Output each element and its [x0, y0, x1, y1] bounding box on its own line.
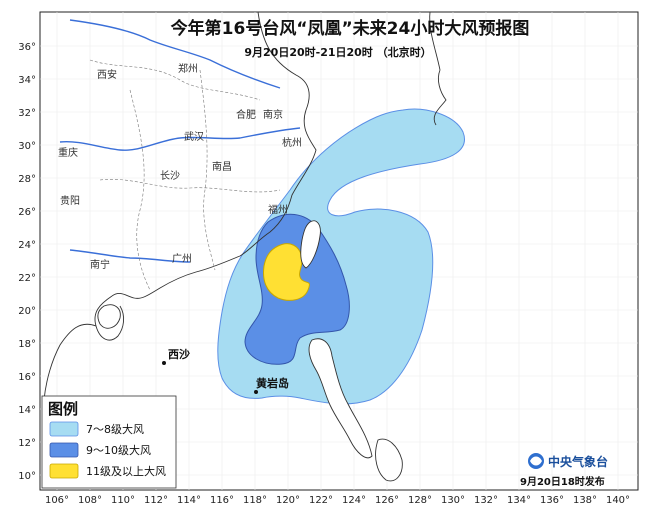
legend-label-11-plus: 11级及以上大风 — [86, 464, 166, 478]
lat-tick: 22° — [18, 273, 36, 284]
lon-tick: 122° — [309, 495, 333, 506]
huangyan-label: 黄岩岛 — [256, 376, 289, 390]
huangyan-marker — [254, 390, 258, 394]
lat-tick: 36° — [18, 42, 36, 53]
city-label: 南京 — [263, 108, 283, 121]
province-boundaries — [89, 59, 281, 291]
lat-tick: 12° — [18, 438, 36, 449]
lon-tick: 134° — [507, 495, 531, 506]
taiwan-island — [300, 220, 321, 269]
philippines — [308, 338, 373, 459]
legend-swatch-11-plus — [49, 463, 79, 479]
city-label: 南宁 — [90, 258, 110, 271]
map-title: 今年第16号台风“凤凰”未来24小时大风预报图 — [171, 18, 530, 39]
lon-tick: 110° — [111, 495, 135, 506]
cma-logo-icon — [528, 453, 544, 469]
xisha-label: 西沙 — [168, 348, 190, 361]
lon-tick: 114° — [177, 495, 201, 506]
xisha-marker — [162, 361, 166, 365]
city-label: 西安 — [97, 68, 117, 81]
city-labels: 西安 郑州 合肥 南京 武汉 杭州 重庆 长沙 南昌 贵阳 福州 南宁 广州 — [58, 62, 302, 271]
lon-tick: 126° — [375, 495, 399, 506]
lat-tick: 32° — [18, 108, 36, 119]
lon-tick: 128° — [408, 495, 432, 506]
lon-tick: 130° — [441, 495, 465, 506]
lon-tick: 138° — [573, 495, 597, 506]
lat-tick: 20° — [18, 306, 36, 317]
lon-tick: 108° — [78, 495, 102, 506]
lon-tick: 120° — [276, 495, 300, 506]
city-label: 重庆 — [58, 146, 78, 159]
lat-tick: 18° — [18, 339, 36, 350]
city-label: 南昌 — [212, 160, 232, 173]
city-label: 贵阳 — [60, 194, 80, 207]
longitude-ticks: 106° 108° 110° 112° 114° 116° 118° 120° … — [45, 495, 630, 506]
rivers — [59, 19, 301, 263]
city-label: 杭州 — [282, 136, 302, 149]
lat-tick: 14° — [18, 405, 36, 416]
city-label: 福州 — [268, 203, 288, 216]
hainan-island — [97, 304, 121, 329]
legend-title: 图例 — [48, 400, 78, 418]
lat-tick: 10° — [18, 471, 36, 482]
lon-tick: 112° — [144, 495, 168, 506]
lon-tick: 106° — [45, 495, 69, 506]
lon-tick: 116° — [210, 495, 234, 506]
lat-tick: 28° — [18, 174, 36, 185]
issue-time: 9月20日18时发布 — [520, 475, 605, 488]
city-label: 广州 — [172, 253, 192, 265]
map-subtitle: 9月20日20时-21日20时 （北京时） — [244, 45, 431, 59]
lon-tick: 132° — [474, 495, 498, 506]
legend-label-7-8: 7～8级大风 — [86, 422, 144, 436]
legend-swatch-9-10 — [49, 442, 79, 458]
legend-swatch-7-8 — [49, 421, 79, 437]
coastlines — [43, 11, 447, 401]
philippines-south — [375, 438, 403, 482]
city-label: 武汉 — [184, 130, 204, 143]
lon-tick: 124° — [342, 495, 366, 506]
lon-tick: 118° — [243, 495, 267, 506]
legend-label-9-10: 9～10级大风 — [86, 443, 151, 457]
city-label: 长沙 — [160, 170, 180, 182]
lat-tick: 26° — [18, 207, 36, 218]
lon-tick: 136° — [540, 495, 564, 506]
lat-tick: 16° — [18, 372, 36, 383]
lat-tick: 34° — [18, 75, 36, 86]
city-label: 合肥 — [236, 108, 256, 121]
lon-tick: 140° — [606, 495, 630, 506]
latitude-ticks: 36° 34° 32° 30° 28° 26° 24° 22° 20° 18° … — [18, 42, 36, 482]
legend: 图例 7～8级大风 9～10级大风 11级及以上大风 — [41, 395, 177, 489]
lat-tick: 24° — [18, 240, 36, 251]
city-label: 郑州 — [178, 62, 198, 75]
lat-tick: 30° — [18, 141, 36, 152]
agency-name: 中央气象台 — [548, 454, 608, 469]
